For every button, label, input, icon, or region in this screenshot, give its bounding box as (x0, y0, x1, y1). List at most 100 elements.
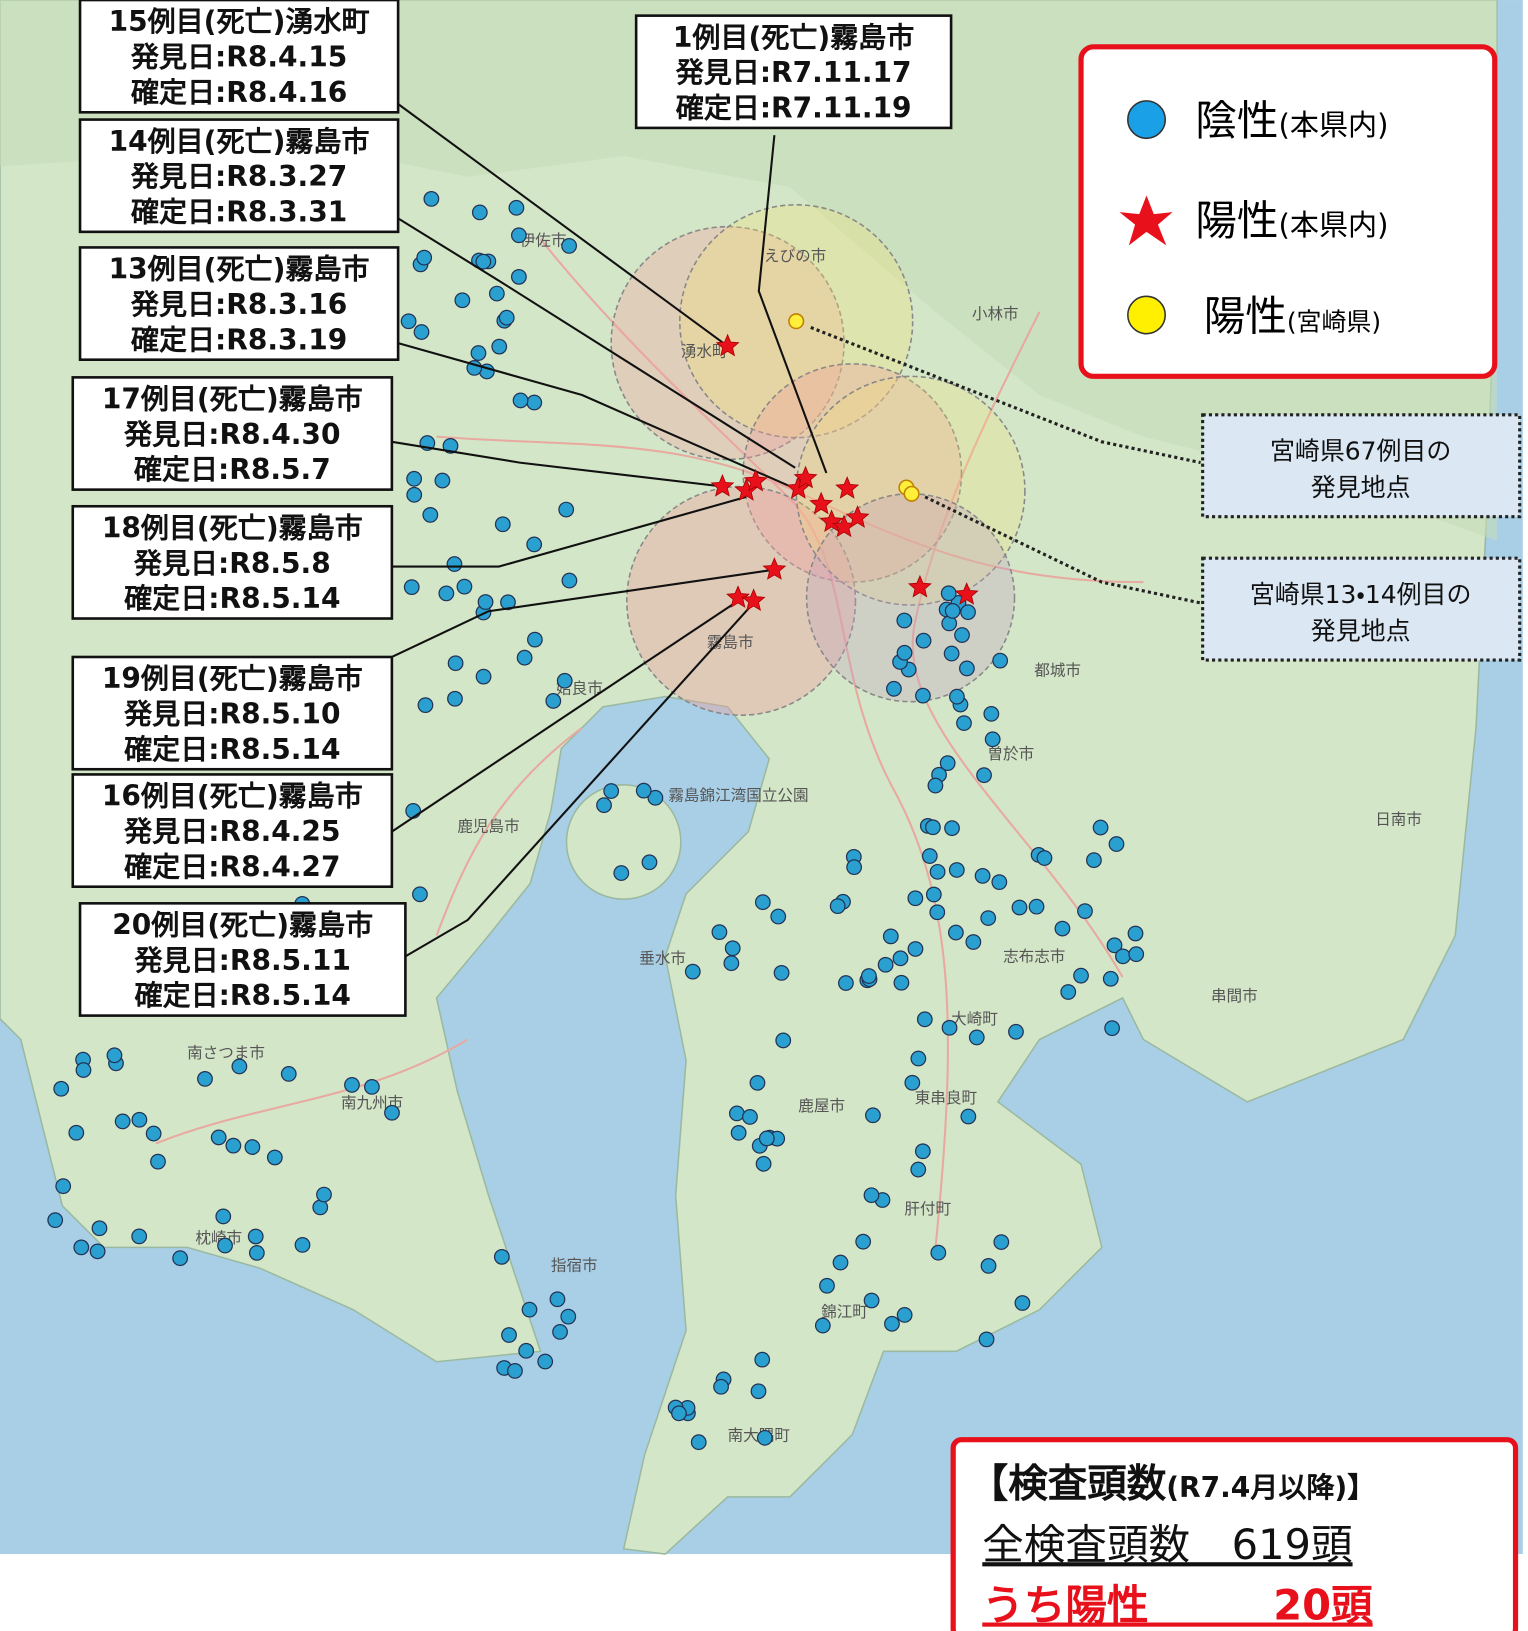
negative-point (751, 1384, 766, 1399)
place-name: 肝付町 (904, 1200, 951, 1218)
negative-point (553, 1325, 568, 1340)
negative-point (897, 613, 912, 628)
negative-point (1074, 968, 1089, 983)
negative-point (1078, 904, 1093, 919)
negative-point (878, 957, 893, 972)
negative-point (478, 595, 493, 610)
place-name: 東串良町 (915, 1089, 978, 1107)
negative-point (916, 688, 931, 703)
negative-point (926, 820, 941, 835)
callout-confirmed: 確定日:R8.5.14 (135, 979, 351, 1012)
negative-point (862, 969, 877, 984)
negative-point (1061, 985, 1076, 1000)
negative-point (107, 1048, 122, 1063)
place-name: 鹿屋市 (798, 1097, 845, 1115)
callout-case: 16例目(死亡)霧島市 (102, 780, 363, 813)
negative-point (949, 925, 964, 940)
negative-point (268, 1150, 283, 1165)
note-text: 発見地点 (1311, 473, 1411, 502)
negative-point (931, 1245, 946, 1260)
map-figure: 伊佐市えびの市小林市湧水町姶良市霧島市鹿児島市都城市曽於市日南市志布志市串間市大… (0, 0, 1528, 1631)
callout-found: 発見日:R7.11.17 (675, 56, 912, 89)
negative-point (512, 270, 527, 285)
callout-case: 17例目(死亡)霧島市 (102, 383, 363, 416)
negative-point (418, 698, 433, 713)
negative-point (513, 393, 528, 408)
negative-point (731, 1126, 746, 1141)
negative-point (562, 239, 577, 254)
negative-point (90, 1244, 105, 1259)
negative-point (894, 975, 909, 990)
negative-point (115, 1114, 130, 1129)
negative-point (295, 1238, 310, 1253)
callout-confirmed: 確定日:R7.11.19 (676, 92, 912, 125)
negative-point (424, 192, 439, 207)
negative-point (490, 286, 505, 301)
summary-positive: うち陽性 20頭 (982, 1581, 1373, 1630)
negative-point (724, 956, 739, 971)
negative-point (966, 935, 981, 950)
negative-point (1015, 1296, 1030, 1311)
note-text: 宮崎県67例目の (1270, 436, 1451, 465)
negative-point (940, 756, 955, 771)
negative-point (642, 855, 657, 870)
negative-point (211, 1130, 226, 1145)
negative-point (401, 314, 416, 329)
negative-point (527, 395, 542, 410)
place-name: 錦江町 (821, 1303, 868, 1321)
negative-point (897, 646, 912, 661)
negative-point (916, 633, 931, 648)
negative-point (1128, 926, 1143, 941)
negative-point (76, 1063, 91, 1078)
negative-point (820, 1278, 835, 1293)
place-name: 垂水市 (639, 950, 686, 968)
legend-label: 陽性 (1195, 196, 1278, 245)
sakurajima (567, 785, 681, 899)
negative-point (905, 1075, 920, 1090)
negative-point (756, 1157, 771, 1172)
negative-point (404, 580, 419, 595)
legend-symbol (1128, 296, 1165, 333)
place-name: 南さつま市 (187, 1044, 265, 1062)
negative-point (993, 653, 1008, 668)
place-name: 日南市 (1375, 810, 1422, 828)
negative-point (492, 339, 507, 354)
negative-point (927, 887, 942, 902)
legend-note: (本県内) (1279, 108, 1389, 142)
callout-found: 発見日:R8.4.25 (123, 815, 340, 848)
negative-point (830, 899, 845, 914)
callout-confirmed: 確定日:R8.5.7 (134, 453, 331, 486)
place-name: 都城市 (1034, 662, 1081, 680)
negative-point (984, 707, 999, 722)
legend: 陰性(本県内) 陽性(本県内) 陽性(宮崎県) (1081, 47, 1495, 377)
negative-point (930, 865, 945, 880)
negative-point (538, 1354, 553, 1369)
miyazaki-point (904, 487, 919, 502)
negative-point (406, 804, 421, 819)
negative-point (957, 716, 972, 731)
place-name: 霧島錦江湾国立公園 (668, 786, 808, 804)
negative-point (774, 966, 789, 981)
negative-point (345, 1078, 360, 1093)
negative-point (945, 821, 960, 836)
negative-point (1116, 949, 1131, 964)
negative-point (56, 1179, 71, 1194)
negative-point (923, 849, 938, 864)
place-name: 曽於市 (987, 745, 1034, 763)
negative-point (887, 682, 902, 697)
negative-point (519, 1344, 534, 1359)
negative-point (1055, 921, 1070, 936)
negative-point (423, 508, 438, 523)
callout-confirmed: 確定日:R8.5.14 (124, 582, 340, 615)
negative-point (979, 1332, 994, 1347)
negative-point (833, 1255, 848, 1270)
summary-note: (R7.4月以降)】 (1166, 1471, 1375, 1504)
negative-point (245, 1140, 260, 1155)
negative-point (557, 674, 572, 689)
callout-case: 20例目(死亡)霧島市 (112, 909, 373, 942)
negative-point (864, 1188, 879, 1203)
negative-point (407, 472, 422, 487)
negative-point (970, 1030, 985, 1045)
negative-point (911, 1051, 926, 1066)
negative-point (942, 1020, 957, 1035)
